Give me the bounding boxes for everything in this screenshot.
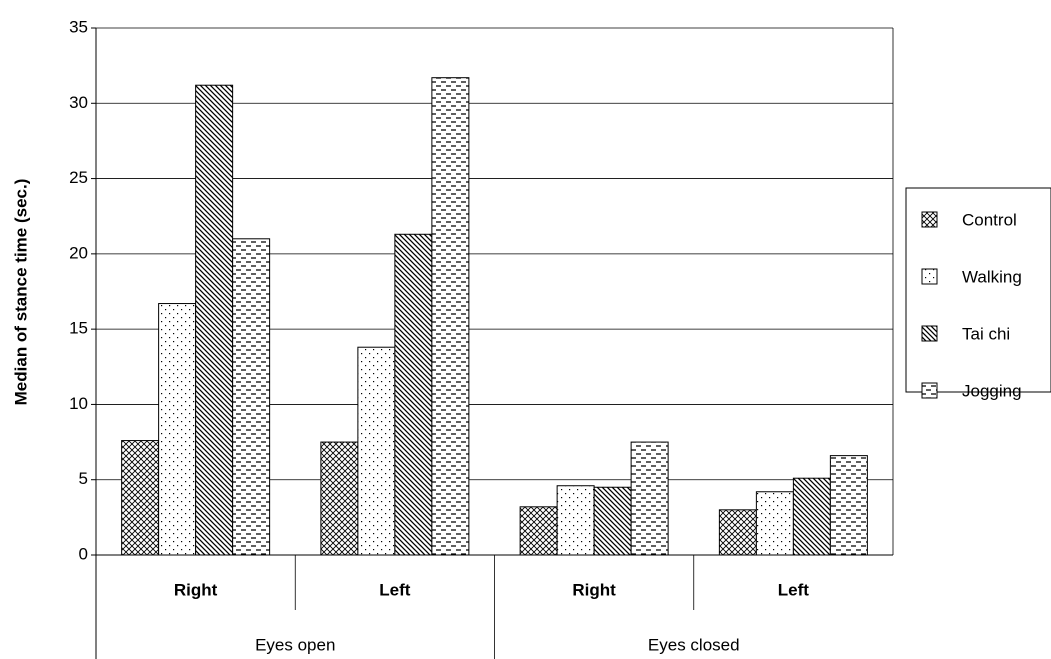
y-tick-label: 15	[69, 319, 88, 338]
bar	[121, 440, 160, 556]
bar	[556, 485, 595, 556]
legend-swatch	[921, 382, 938, 399]
x-tick-label: Left	[379, 580, 411, 599]
legend-swatch	[921, 211, 938, 228]
y-axis-label: Median of stance time (sec.)	[11, 179, 30, 406]
bar	[630, 441, 669, 556]
x-tick-label: Right	[572, 580, 616, 599]
legend-swatch	[921, 325, 938, 342]
legend-label: Walking	[962, 267, 1022, 286]
bar	[829, 455, 868, 556]
bar	[158, 303, 197, 556]
bar	[394, 233, 433, 556]
x-tick-label: Left	[778, 580, 810, 599]
legend-label: Jogging	[962, 381, 1022, 400]
y-tick-label: 5	[79, 469, 88, 488]
bar	[792, 477, 831, 556]
y-tick-label: 10	[69, 394, 88, 413]
bar	[519, 506, 558, 556]
bar	[718, 509, 757, 556]
y-tick-label: 0	[79, 544, 88, 563]
bar	[320, 441, 359, 556]
bar	[431, 77, 470, 556]
bar	[357, 346, 396, 556]
legend-swatch	[921, 268, 938, 285]
y-tick-label: 20	[69, 243, 88, 262]
y-tick-label: 35	[69, 17, 88, 36]
bar	[232, 238, 271, 556]
group-label: Eyes closed	[648, 635, 740, 654]
group-label: Eyes open	[255, 635, 335, 654]
y-tick-label: 30	[69, 93, 88, 112]
x-tick-label: Right	[174, 580, 218, 599]
bar	[195, 84, 234, 556]
y-tick-label: 25	[69, 168, 88, 187]
legend-label: Control	[962, 210, 1017, 229]
bar	[755, 491, 794, 556]
legend-label: Tai chi	[962, 324, 1010, 343]
bar	[593, 486, 632, 556]
